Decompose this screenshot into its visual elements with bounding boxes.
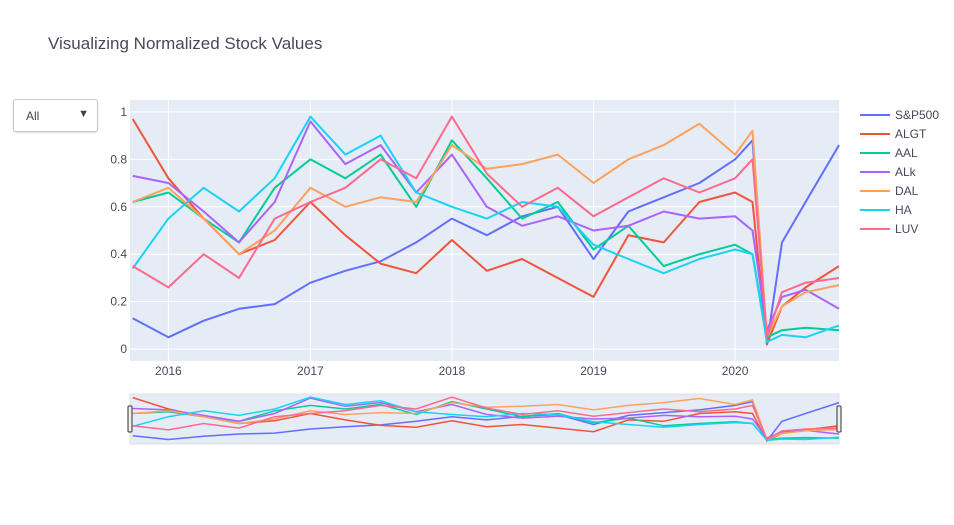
legend-label: ALk <box>895 165 917 179</box>
legend-item[interactable]: LUV <box>860 222 918 236</box>
range-slider-handles[interactable] <box>127 405 842 433</box>
y-tick-label: 0.6 <box>110 200 127 214</box>
series-line <box>132 120 840 332</box>
series-filter-dropdown[interactable]: All ▼ <box>13 99 98 132</box>
x-tick-label: 2016 <box>155 364 182 378</box>
y-tick-label: 0.4 <box>110 247 127 261</box>
series-line <box>132 115 840 339</box>
y-axis-ticks: 0 0.2 0.4 0.6 0.8 1 <box>110 105 127 356</box>
y-tick-label: 0.2 <box>110 295 127 309</box>
chevron-down-icon: ▼ <box>78 108 89 120</box>
series-line <box>131 115 840 343</box>
legend[interactable]: S&P500 ALGT AAL ALk DAL HA LUV <box>860 108 939 236</box>
legend-item[interactable]: ALGT <box>860 127 927 141</box>
x-tick-label: 2017 <box>297 364 324 378</box>
legend-item[interactable]: S&P500 <box>860 108 939 122</box>
legend-label: DAL <box>895 184 919 198</box>
legend-label: ALGT <box>895 127 927 141</box>
slider-handle[interactable] <box>836 405 842 433</box>
series-lines <box>131 115 840 346</box>
series-line <box>131 118 840 346</box>
slider-series-line <box>132 396 840 442</box>
legend-item[interactable]: ALk <box>860 165 917 179</box>
x-tick-label: 2020 <box>722 364 749 378</box>
x-axis-ticks: 2016 2017 2018 2019 2020 <box>155 364 749 378</box>
chart-title: Visualizing Normalized Stock Values <box>48 34 323 53</box>
legend-label: S&P500 <box>895 108 939 122</box>
x-tick-label: 2018 <box>439 364 466 378</box>
legend-item[interactable]: DAL <box>860 184 919 198</box>
slider-handle[interactable] <box>127 405 133 433</box>
legend-item[interactable]: HA <box>860 203 912 217</box>
slider-series-line <box>132 396 840 442</box>
slider-series-line <box>132 396 840 441</box>
y-tick-label: 0 <box>120 342 127 356</box>
range-slider-lines <box>132 396 840 443</box>
y-tick-label: 1 <box>120 105 127 119</box>
legend-label: LUV <box>895 222 918 236</box>
plot-area[interactable] <box>130 100 839 361</box>
legend-label: HA <box>895 203 912 217</box>
legend-label: AAL <box>895 146 918 160</box>
y-tick-label: 0.8 <box>110 152 127 166</box>
legend-item[interactable]: AAL <box>860 146 918 160</box>
dropdown-selected-label: All <box>26 109 40 123</box>
x-tick-label: 2019 <box>580 364 607 378</box>
slider-series-line <box>132 397 840 440</box>
